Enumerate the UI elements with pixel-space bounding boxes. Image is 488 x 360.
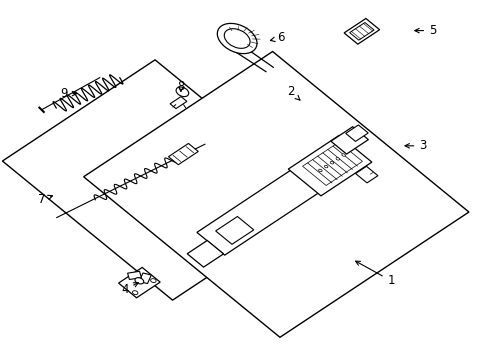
Ellipse shape bbox=[150, 279, 156, 283]
Text: 9: 9 bbox=[60, 87, 77, 100]
Polygon shape bbox=[355, 166, 377, 183]
Text: 2: 2 bbox=[286, 85, 299, 100]
Polygon shape bbox=[349, 23, 373, 40]
Polygon shape bbox=[127, 271, 141, 279]
Polygon shape bbox=[288, 135, 371, 196]
Polygon shape bbox=[139, 273, 151, 284]
Text: 6: 6 bbox=[270, 31, 285, 44]
Ellipse shape bbox=[341, 154, 345, 156]
Text: 1: 1 bbox=[355, 261, 394, 287]
Polygon shape bbox=[187, 240, 223, 267]
Ellipse shape bbox=[135, 278, 143, 284]
Text: 5: 5 bbox=[414, 24, 436, 37]
Polygon shape bbox=[197, 155, 340, 255]
Polygon shape bbox=[83, 51, 468, 337]
Text: 7: 7 bbox=[38, 193, 52, 206]
Polygon shape bbox=[345, 125, 367, 141]
Text: 8: 8 bbox=[177, 80, 184, 93]
Polygon shape bbox=[344, 18, 379, 44]
Polygon shape bbox=[215, 216, 253, 244]
Ellipse shape bbox=[324, 165, 327, 168]
Ellipse shape bbox=[132, 291, 138, 294]
Ellipse shape bbox=[329, 161, 333, 164]
Ellipse shape bbox=[176, 87, 188, 96]
Ellipse shape bbox=[335, 158, 339, 160]
Polygon shape bbox=[2, 60, 325, 300]
Text: 4: 4 bbox=[121, 283, 138, 296]
Ellipse shape bbox=[224, 29, 249, 48]
Ellipse shape bbox=[318, 169, 322, 172]
Polygon shape bbox=[118, 267, 160, 298]
Polygon shape bbox=[302, 142, 362, 185]
Text: 3: 3 bbox=[404, 139, 426, 152]
Ellipse shape bbox=[217, 23, 257, 54]
Polygon shape bbox=[168, 143, 198, 165]
Polygon shape bbox=[170, 96, 186, 109]
Polygon shape bbox=[330, 127, 367, 154]
